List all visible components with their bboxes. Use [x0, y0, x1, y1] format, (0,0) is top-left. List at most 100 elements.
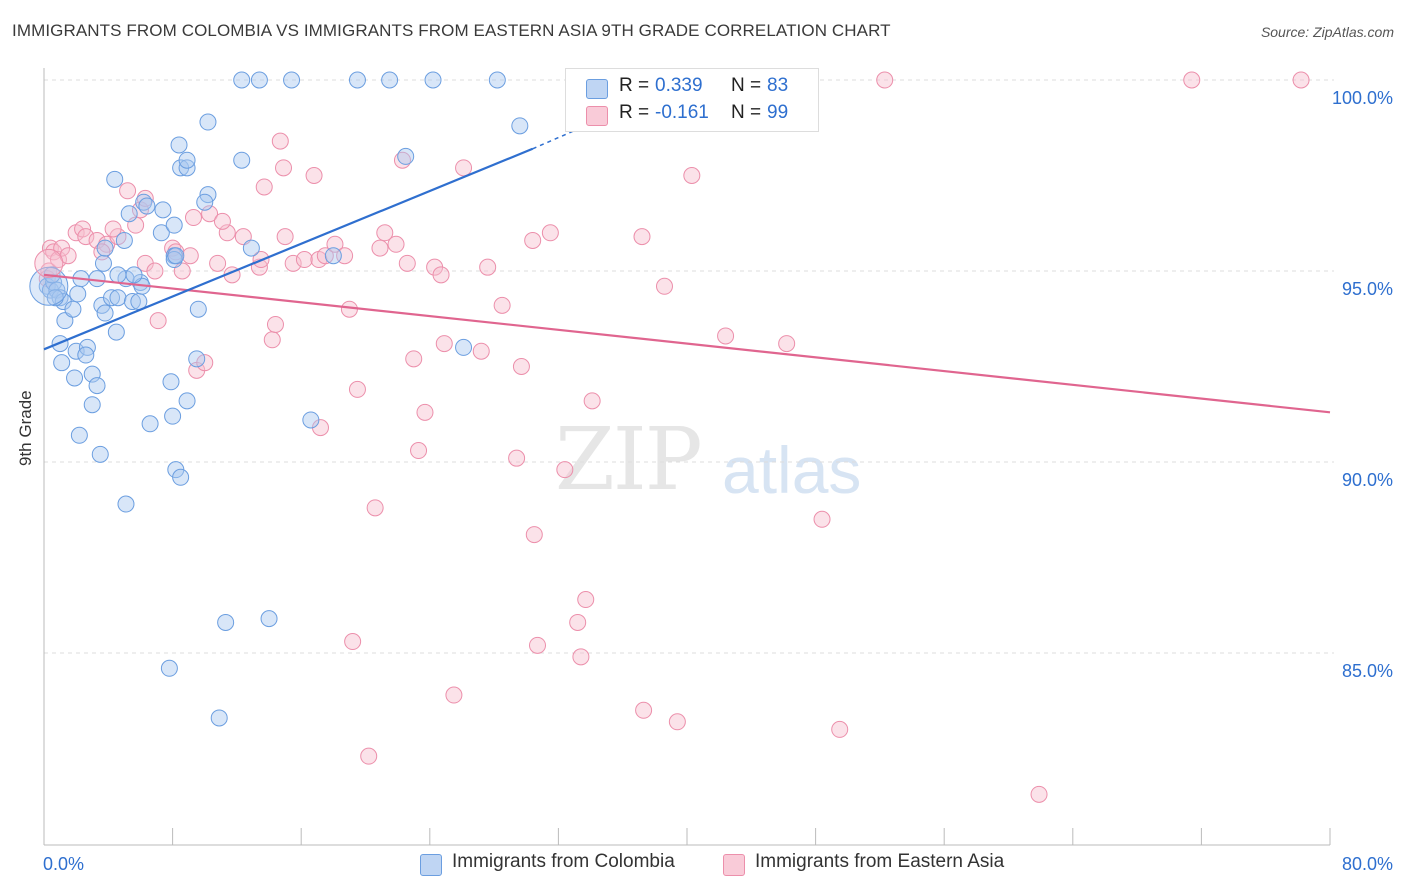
y-tick-label: 95.0%	[1342, 279, 1393, 299]
legend-n-label: N =	[731, 102, 762, 123]
data-point-colombia	[196, 193, 214, 211]
legend-r-label: R =	[619, 102, 650, 123]
data-point-eastern-asia	[266, 315, 284, 333]
x-tick-label: 0.0%	[43, 854, 84, 874]
correlation-legend: R = 0.339 N = 83 R = -0.161 N = 99	[565, 68, 819, 132]
data-point-colombia	[188, 350, 206, 368]
data-point-colombia	[115, 231, 133, 249]
data-point-colombia	[165, 216, 183, 234]
data-point-colombia	[260, 610, 278, 628]
data-point-colombia	[120, 205, 138, 223]
data-point-eastern-asia	[376, 224, 394, 242]
data-point-colombia	[77, 346, 95, 364]
data-point-eastern-asia	[472, 342, 490, 360]
data-point-eastern-asia	[876, 71, 894, 89]
data-point-eastern-asia	[184, 209, 202, 227]
data-point-colombia	[141, 415, 159, 433]
data-point-eastern-asia	[146, 262, 164, 280]
chart-title: IMMIGRANTS FROM COLOMBIA VS IMMIGRANTS F…	[12, 21, 891, 40]
data-point-colombia	[233, 71, 251, 89]
data-point-colombia	[199, 113, 217, 131]
data-point-colombia	[96, 239, 114, 257]
data-point-eastern-asia	[360, 747, 378, 765]
source-label: Source: ZipAtlas.com	[1260, 24, 1394, 40]
data-point-colombia	[67, 342, 85, 360]
data-point-eastern-asia	[387, 235, 405, 253]
legend-n-value-eastern-asia: 99	[767, 102, 789, 123]
data-point-colombia	[109, 289, 127, 307]
data-point-colombia	[107, 323, 125, 341]
data-point-colombia	[69, 285, 87, 303]
data-point-eastern-asia	[512, 358, 530, 375]
data-point-colombia	[66, 369, 84, 387]
data-point-colombia	[511, 117, 529, 135]
data-point-colombia	[178, 392, 196, 410]
data-point-eastern-asia	[432, 266, 450, 284]
data-point-colombia	[217, 613, 235, 631]
data-point-colombia	[172, 468, 190, 486]
data-point-eastern-asia	[1292, 71, 1310, 89]
data-point-colombia	[109, 266, 127, 284]
data-point-eastern-asia	[371, 239, 389, 257]
data-point-eastern-asia	[813, 510, 831, 528]
data-point-eastern-asia	[778, 335, 796, 353]
data-point-colombia	[170, 136, 188, 154]
trendline-colombia	[43, 147, 534, 351]
data-point-colombia	[83, 396, 101, 414]
data-point-eastern-asia	[655, 277, 673, 295]
data-point-eastern-asia	[181, 247, 199, 265]
data-point-eastern-asia	[435, 335, 453, 353]
data-point-eastern-asia	[508, 449, 526, 467]
data-point-eastern-asia	[410, 442, 428, 460]
data-point-colombia	[455, 338, 473, 356]
legend-row-colombia: R = 0.339 N = 83	[566, 75, 818, 101]
data-point-colombia	[424, 71, 442, 89]
data-point-colombia	[233, 151, 251, 169]
data-point-colombia	[210, 709, 228, 727]
cluster-marker-eastern-asia	[34, 248, 64, 278]
y-tick-label: 100.0%	[1332, 88, 1393, 108]
data-point-eastern-asia	[398, 254, 416, 272]
data-point-colombia	[117, 495, 135, 513]
data-point-colombia	[103, 289, 121, 307]
data-point-colombia	[381, 71, 399, 89]
data-point-eastern-asia	[284, 254, 302, 272]
data-point-eastern-asia	[541, 224, 559, 242]
data-point-eastern-asia	[119, 182, 137, 200]
bottom-legend-label-eastern-asia: Immigrants from Eastern Asia	[755, 851, 1005, 872]
data-point-eastern-asia	[340, 300, 358, 318]
data-point-eastern-asia	[104, 220, 122, 238]
data-point-colombia	[88, 377, 106, 395]
data-point-eastern-asia	[1030, 785, 1048, 803]
trendline-eastern-asia	[43, 273, 1331, 414]
data-point-colombia	[160, 659, 178, 677]
data-point-colombia	[94, 254, 112, 272]
data-point-eastern-asia	[196, 354, 214, 372]
x-tick-label: 80.0%	[1342, 854, 1393, 874]
watermark-atlas: atlas	[722, 433, 862, 507]
data-point-eastern-asia	[455, 159, 473, 177]
data-point-colombia	[178, 151, 196, 169]
legend-r-value-colombia: 0.339	[655, 75, 703, 96]
data-point-colombia	[96, 304, 114, 322]
legend-swatch-pink	[586, 106, 608, 126]
data-point-colombia	[348, 71, 366, 89]
data-point-eastern-asia	[263, 331, 281, 349]
data-point-colombia	[53, 354, 71, 372]
data-point-eastern-asia	[831, 720, 849, 738]
data-point-eastern-asia	[577, 591, 595, 609]
data-point-colombia	[152, 224, 170, 242]
data-point-eastern-asia	[255, 178, 273, 196]
data-point-colombia	[123, 293, 141, 311]
data-point-eastern-asia	[583, 392, 601, 410]
data-point-eastern-asia	[668, 713, 686, 731]
data-point-eastern-asia	[572, 648, 590, 666]
data-point-eastern-asia	[556, 461, 574, 479]
data-point-eastern-asia	[525, 526, 543, 544]
data-point-eastern-asia	[209, 254, 227, 272]
data-point-eastern-asia	[275, 159, 293, 177]
bottom-legend-swatch-blue	[420, 854, 442, 876]
legend-r-label: R =	[619, 75, 650, 96]
data-point-colombia	[250, 71, 268, 89]
